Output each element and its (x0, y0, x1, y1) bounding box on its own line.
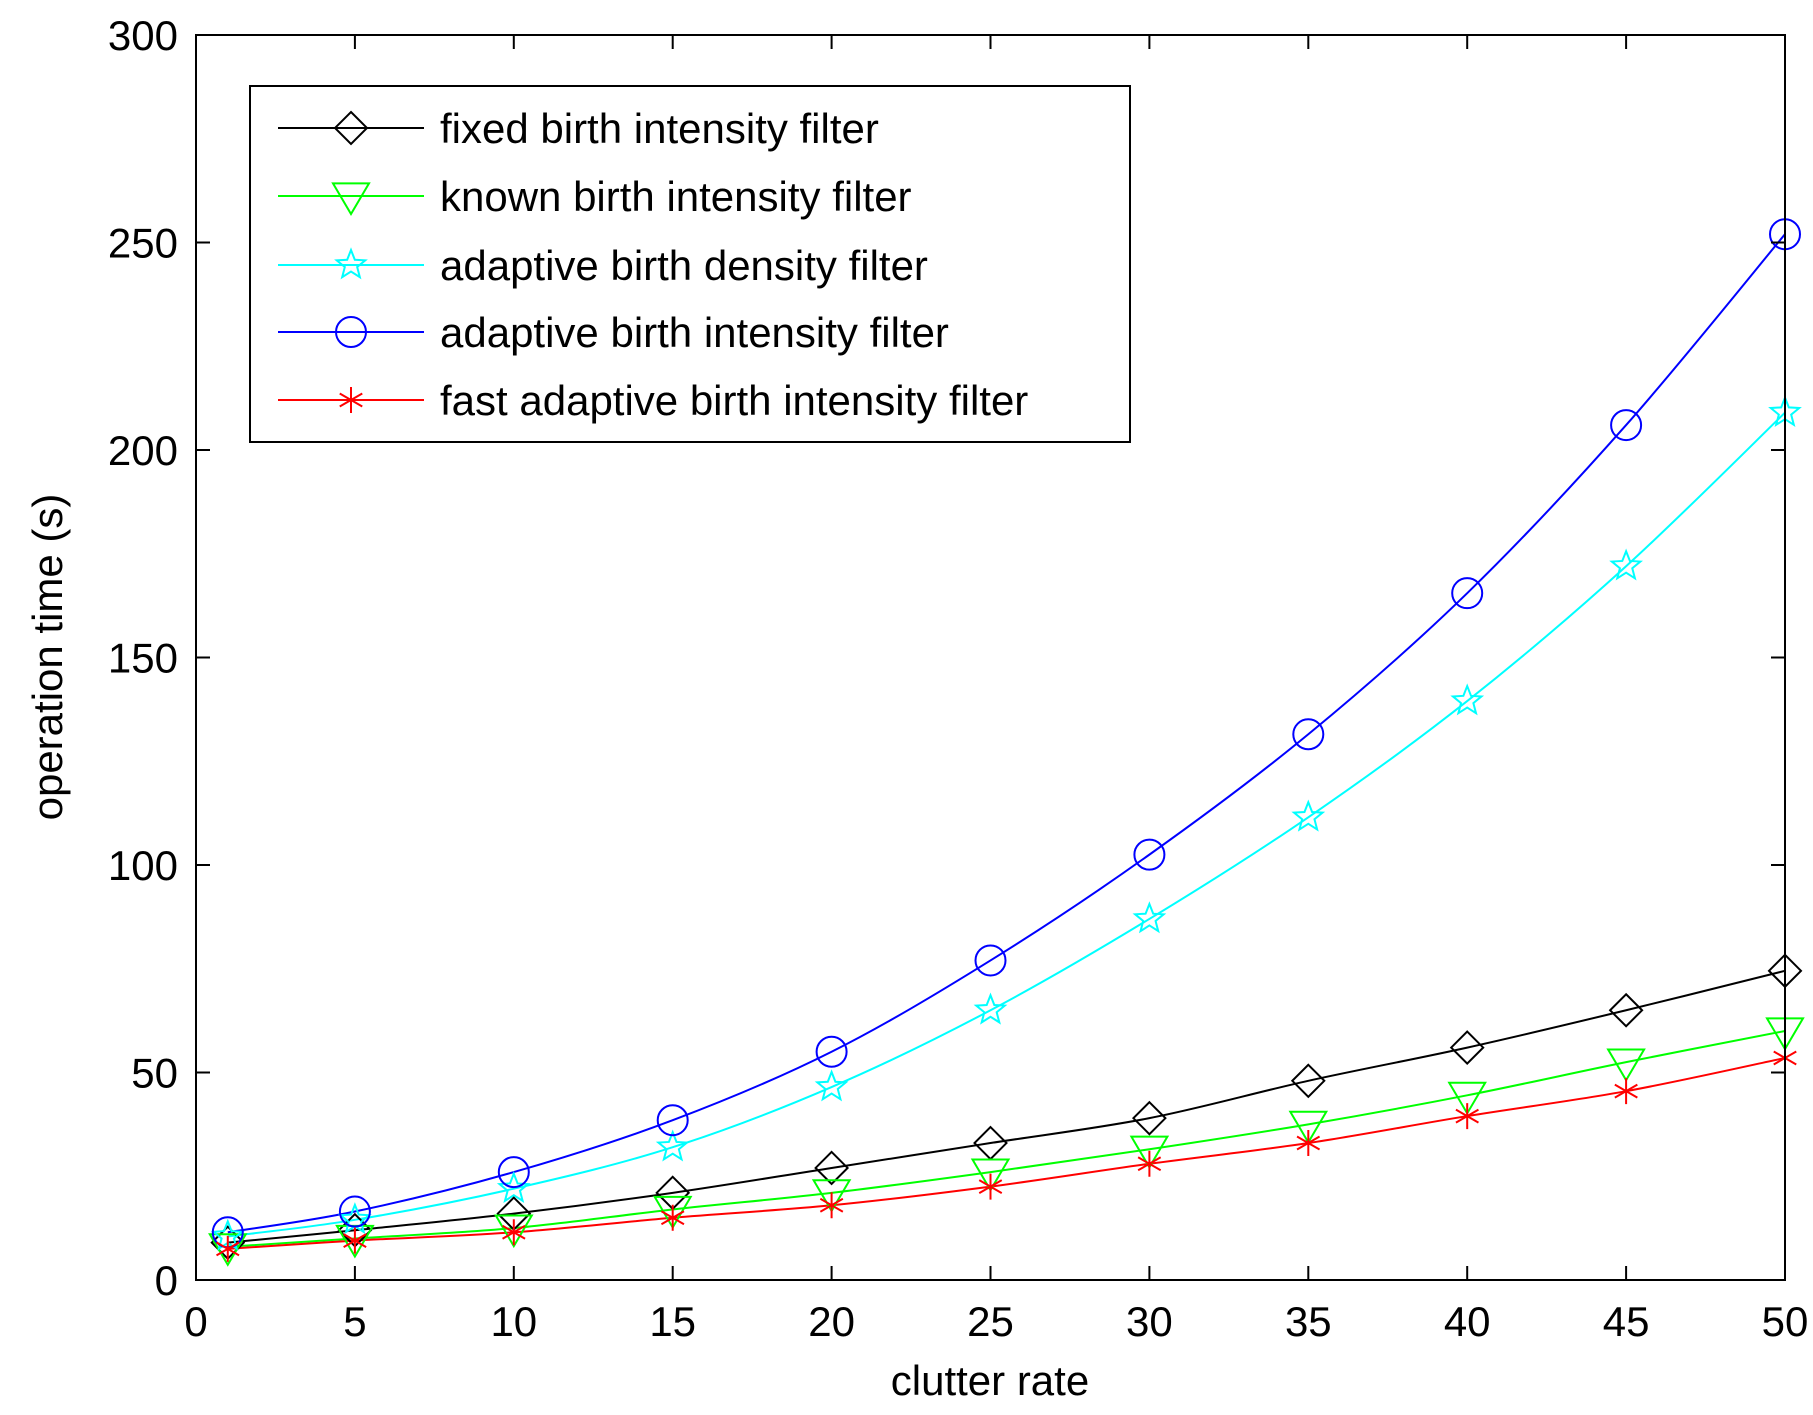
x-tick-label: 40 (1444, 1298, 1491, 1345)
legend-label: adaptive birth intensity filter (440, 309, 949, 356)
x-tick-label: 15 (649, 1298, 696, 1345)
series-point-known-birth-intensity-filter (1447, 1081, 1487, 1116)
plot-markers (208, 218, 1805, 1267)
x-tick-label: 0 (184, 1298, 207, 1345)
legend-marker (331, 182, 371, 216)
series-point-adaptive-birth-intensity-filter (1451, 577, 1484, 610)
y-tick-label: 200 (108, 427, 178, 474)
series-point-fixed-birth-intensity-filter (814, 1150, 850, 1186)
series-point-fast-adaptive-birth-intensity-filter (1455, 1103, 1479, 1130)
series-point-fast-adaptive-birth-intensity-filter (978, 1173, 1003, 1200)
series-point-known-birth-intensity-filter (494, 1214, 534, 1249)
y-tick-label: 250 (108, 220, 178, 267)
series-point-fast-adaptive-birth-intensity-filter (502, 1219, 526, 1246)
series-point-fast-adaptive-birth-intensity-filter (216, 1235, 240, 1262)
series-line-fixed-birth-intensity-filter (227, 969, 1786, 1244)
series-point-fixed-birth-intensity-filter (1608, 992, 1644, 1028)
y-tick-label: 100 (108, 842, 178, 889)
x-tick-label: 5 (343, 1298, 366, 1345)
x-tick-label: 30 (1126, 1298, 1173, 1345)
y-tick-label: 0 (155, 1257, 178, 1304)
series-point-adaptive-birth-density-filter (655, 1129, 690, 1162)
series-point-adaptive-birth-density-filter (973, 992, 1008, 1025)
axis-ticks (195, 34, 1786, 1281)
series-point-adaptive-birth-intensity-filter (815, 1035, 848, 1068)
legend-marker (333, 110, 369, 146)
series-point-adaptive-birth-intensity-filter (497, 1156, 530, 1189)
legend-label: known birth intensity filter (440, 173, 912, 220)
series-point-fixed-birth-intensity-filter (1449, 1030, 1485, 1066)
series-point-adaptive-birth-intensity-filter (338, 1195, 371, 1228)
series-point-known-birth-intensity-filter (1606, 1048, 1646, 1083)
series-point-adaptive-birth-density-filter (1609, 548, 1643, 581)
y-tick-label: 300 (108, 12, 178, 59)
series-point-known-birth-intensity-filter (1288, 1110, 1329, 1145)
series-point-adaptive-birth-intensity-filter (1610, 409, 1643, 442)
series-point-fixed-birth-intensity-filter (1290, 1063, 1326, 1099)
series-point-adaptive-birth-intensity-filter (656, 1104, 689, 1137)
plot-lines (227, 233, 1786, 1250)
x-tick-label: 50 (1762, 1298, 1809, 1345)
x-tick-label: 35 (1285, 1298, 1332, 1345)
legend-marker (339, 387, 363, 413)
series-point-fast-adaptive-birth-intensity-filter (660, 1204, 685, 1231)
series-point-adaptive-birth-density-filter (1132, 901, 1167, 934)
series-point-known-birth-intensity-filter (1129, 1135, 1170, 1170)
y-tick-label: 150 (108, 635, 178, 682)
y-axis-label: operation time (s) (24, 494, 71, 821)
x-axis-label: clutter rate (891, 1357, 1089, 1404)
series-point-adaptive-birth-intensity-filter (974, 944, 1007, 977)
series-point-known-birth-intensity-filter (811, 1179, 852, 1213)
series-point-fast-adaptive-birth-intensity-filter (1296, 1130, 1321, 1157)
legend-marker (335, 316, 367, 348)
series-point-fixed-birth-intensity-filter (1131, 1100, 1167, 1136)
x-tick-label: 25 (967, 1298, 1014, 1345)
series-point-adaptive-birth-density-filter (814, 1069, 849, 1102)
series-point-fast-adaptive-birth-intensity-filter (819, 1192, 844, 1219)
series-point-known-birth-intensity-filter (970, 1158, 1011, 1193)
axis-tick-labels: 0 5 10 15 20 25 30 35 40 45 50 0 50 100 150 200 250 300 (108, 12, 1808, 1345)
legend-label: fixed birth intensity filter (440, 105, 879, 152)
series-point-fast-adaptive-birth-intensity-filter (1614, 1078, 1638, 1105)
x-tick-label: 45 (1603, 1298, 1650, 1345)
legend-marker (334, 247, 368, 280)
y-tick-label: 50 (131, 1050, 178, 1097)
legend-label: fast adaptive birth intensity filter (440, 377, 1028, 424)
legend: fixed birth intensity filter known birth … (249, 85, 1131, 443)
series-point-fast-adaptive-birth-intensity-filter (343, 1227, 367, 1254)
series-line-known-birth-intensity-filter (227, 1030, 1786, 1248)
series-point-adaptive-birth-intensity-filter (1133, 838, 1166, 871)
series-point-fast-adaptive-birth-intensity-filter (1137, 1150, 1162, 1177)
series-line-adaptive-birth-intensity-filter (227, 233, 1786, 1234)
series-point-adaptive-birth-density-filter (1450, 683, 1485, 716)
series-point-adaptive-birth-intensity-filter (1292, 718, 1325, 751)
series-point-adaptive-birth-density-filter (1291, 799, 1326, 832)
x-tick-label: 10 (490, 1298, 537, 1345)
legend-label: adaptive birth density filter (440, 242, 928, 289)
x-tick-label: 20 (808, 1298, 855, 1345)
series-line-adaptive-birth-density-filter (227, 411, 1786, 1238)
